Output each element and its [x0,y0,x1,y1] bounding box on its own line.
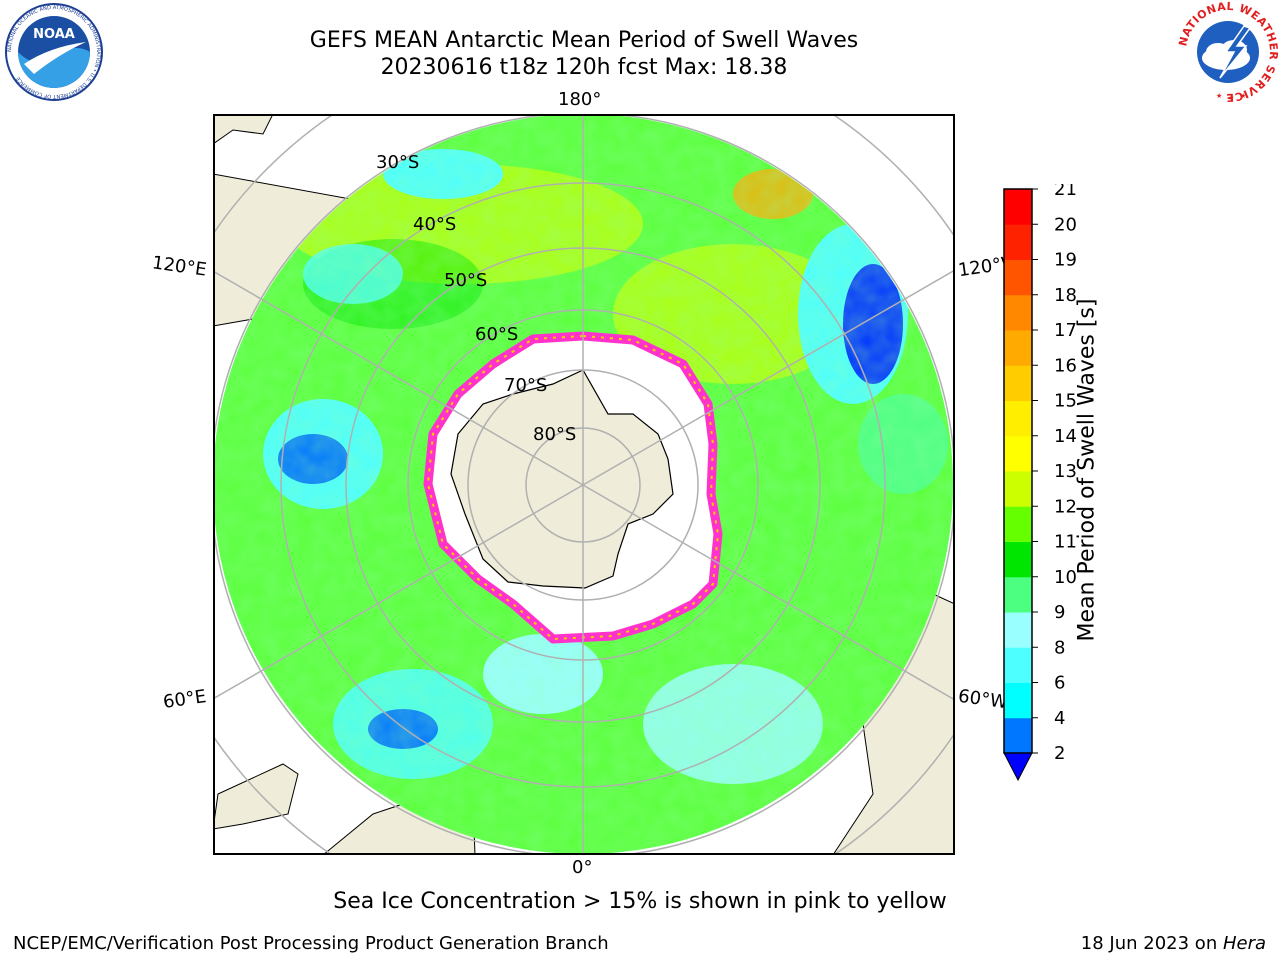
lat-label-70s: 70°S [504,375,547,396]
colorbar-swatch [1004,224,1032,260]
svg-text:★: ★ [1240,92,1246,100]
colorbar-tick-label: 14 [1054,426,1077,447]
colorbar-swatch [1004,647,1032,683]
colorbar-swatch [1004,259,1032,296]
sea-ice-note: Sea Ice Concentration > 15% is shown in … [333,889,947,914]
colorbar-swatches [1004,189,1032,754]
colorbar-tick-label: 18 [1054,285,1077,306]
colorbar-swatch [1004,294,1032,331]
graticule [213,114,955,855]
chart-title: GEFS MEAN Antarctic Mean Period of Swell… [309,28,859,53]
colorbar-swatch [1004,506,1032,542]
colorbar-swatch [1004,612,1032,648]
colorbar-tick-label: 15 [1054,391,1077,412]
colorbar-tick-label: 8 [1054,637,1065,658]
colorbar-tick-label: 4 [1054,708,1065,729]
colorbar: 2 4 6 8 9 10 11 12 13 14 15 16 17 18 19 20 21 [1003,184,1077,782]
colorbar-swatch [1004,576,1032,613]
lat-label-60s: 60°S [475,324,518,345]
lat-label-40s: 40°S [413,214,456,235]
continent-antarctica [450,369,674,589]
colorbar-ticks: 2 4 6 8 9 10 11 12 13 14 15 16 17 18 19 20 21 [1032,184,1077,764]
lon-label-120e: 120°E [150,252,208,281]
colorbar-tick-label: 2 [1054,743,1065,764]
noaa-logo: NATIONAL OCEANIC AND ATMOSPHERIC ADMINIS… [5,3,103,101]
svg-text:★: ★ [1216,92,1222,100]
colorbar-swatch [1004,717,1032,754]
polar-map: 30°S 40°S 50°S 60°S 70°S 80°S [213,114,955,855]
footer-branch: NCEP/EMC/Verification Post Processing Pr… [13,933,609,954]
colorbar-swatch [1004,682,1032,719]
svg-text:★: ★ [1228,94,1234,102]
lat-label-50s: 50°S [444,270,487,291]
colorbar-tick-label: 13 [1054,461,1077,482]
colorbar-tick-label: 20 [1054,214,1077,235]
colorbar-tick-label: 19 [1054,250,1077,271]
footer-date-text: 18 Jun 2023 on [1080,933,1223,954]
colorbar-swatch [1004,541,1032,578]
colorbar-extend-arrow [1003,752,1033,782]
footer-date: 18 Jun 2023 on Hera [1081,933,1266,954]
lat-label-80s: 80°S [533,424,576,445]
noaa-wordmark: NOAA [33,27,75,42]
colorbar-swatch [1004,330,1032,366]
colorbar-swatch [1004,435,1032,472]
colorbar-tick-label: 6 [1054,673,1065,694]
island-madagascar [213,763,299,830]
chart-subtitle: 20230616 t18z 120h fcst Max: 18.38 [380,55,788,80]
colorbar-tick-label: 17 [1054,320,1077,341]
colorbar-tick-label: 9 [1054,602,1065,623]
lon-label-60e: 60°E [161,686,208,713]
colorbar-swatch [1004,189,1032,225]
colorbar-label: Mean Period of Swell Waves [s] [1074,298,1100,642]
lon-label-0: 0° [572,857,593,878]
colorbar-tick-label: 21 [1054,184,1077,200]
map-frame [213,114,955,855]
nws-logo: NATIONAL WEATHER SERVICE ★ ★ ★ [1176,0,1279,104]
lon-label-180: 180° [558,89,602,110]
colorbar-tick-label: 11 [1054,532,1077,553]
colorbar-tick-label: 16 [1054,355,1077,376]
colorbar-swatch [1004,471,1032,507]
colorbar-swatch [1004,400,1032,437]
footer-host: Hera [1222,933,1266,954]
colorbar-tick-label: 12 [1054,496,1077,517]
colorbar-tick-label: 10 [1054,567,1077,588]
lat-label-30s: 30°S [376,152,419,173]
colorbar-swatch [1004,365,1032,401]
